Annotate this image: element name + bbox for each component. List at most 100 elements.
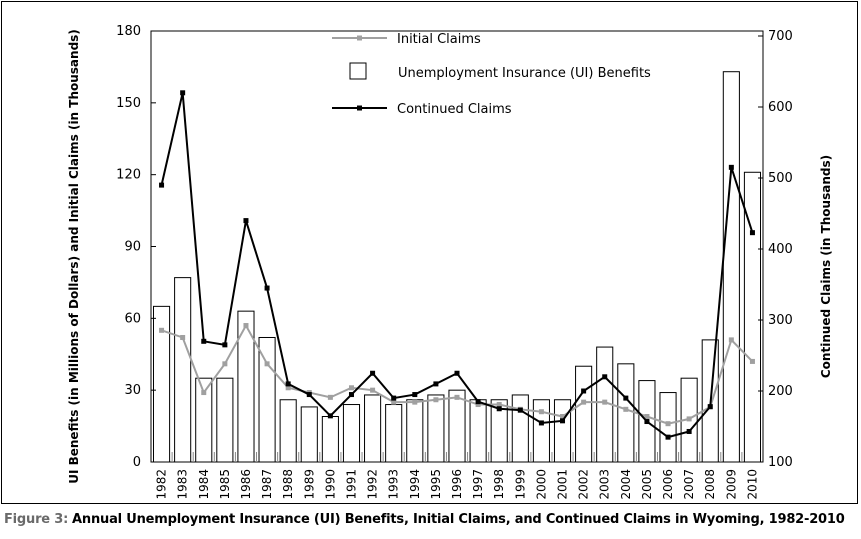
bar-ui-benefits-2001 [553, 399, 572, 463]
right-axis-tick-label: 300 [768, 313, 793, 328]
point-continued-claims-1999 [517, 407, 523, 413]
left-axis-tick-label: 60 [124, 311, 141, 326]
point-initial-claims-1991 [348, 385, 354, 391]
x-tick-label-2005: 2005 [640, 469, 654, 500]
point-continued-claims-2010 [749, 230, 755, 236]
point-continued-claims-2006 [665, 434, 671, 440]
point-initial-claims-2004 [623, 406, 629, 412]
x-tick-label-2007: 2007 [682, 469, 696, 500]
right-axis-tick-label: 600 [768, 100, 793, 115]
x-tick-label-1999: 1999 [513, 469, 527, 500]
x-tick-label-1992: 1992 [366, 469, 380, 500]
bar-ui-benefits-2004 [617, 363, 635, 463]
right-axis-tick-label: 500 [768, 171, 793, 186]
x-tick-label-2003: 2003 [598, 469, 612, 500]
point-continued-claims-2003 [602, 374, 608, 380]
bar-ui-benefits-2000 [532, 399, 550, 463]
point-continued-claims-1996 [454, 370, 460, 376]
bar-ui-benefits-1984 [195, 377, 213, 463]
point-continued-claims-2001 [560, 418, 566, 424]
x-tick-label-1986: 1986 [239, 469, 253, 500]
left-axis-tick-label: 90 [124, 240, 141, 255]
x-tick-label-1993: 1993 [387, 469, 401, 500]
bar-ui-benefits-1982 [153, 305, 171, 463]
point-initial-claims-2000 [538, 409, 544, 415]
bar-ui-benefits-1990 [321, 416, 339, 463]
point-initial-claims-2002 [581, 399, 587, 405]
point-initial-claims-1982 [159, 327, 165, 333]
x-tick-label-2009: 2009 [724, 469, 738, 500]
point-initial-claims-1986 [243, 323, 249, 329]
x-tick-label-2008: 2008 [703, 469, 717, 500]
point-continued-claims-1991 [348, 392, 354, 398]
point-continued-claims-1984 [201, 338, 207, 344]
point-initial-claims-1995 [433, 397, 439, 403]
bar-ui-benefits-1999 [511, 394, 529, 463]
point-initial-claims-1990 [327, 394, 333, 400]
bar-ui-benefits-1993 [385, 404, 403, 463]
legend-ui-benefits-swatch [349, 62, 367, 80]
bar-ui-benefits-1988 [279, 399, 297, 463]
point-initial-claims-1992 [370, 387, 376, 393]
point-initial-claims-2003 [602, 399, 608, 405]
point-initial-claims-1984 [201, 390, 207, 396]
point-continued-claims-1986 [243, 218, 249, 224]
bar-ui-benefits-2009 [722, 71, 740, 463]
x-tick-label-1983: 1983 [176, 469, 190, 500]
left-axis-title: UI Benefits (in Millions of Dollars) and… [67, 29, 81, 484]
point-continued-claims-1997 [475, 399, 481, 405]
point-initial-claims-1987 [264, 361, 270, 367]
x-tick-label-1990: 1990 [323, 469, 337, 500]
point-continued-claims-2007 [686, 428, 692, 434]
x-tick-label-2010: 2010 [745, 469, 759, 500]
legend-ui-benefits-label: Unemployment Insurance (UI) Benefits [398, 66, 651, 81]
left-axis-tick-label: 150 [116, 96, 141, 111]
point-continued-claims-2002 [581, 388, 587, 394]
bar-ui-benefits-1997 [469, 399, 487, 463]
x-tick-label-1987: 1987 [260, 469, 274, 500]
bar-ui-benefits-1992 [364, 394, 382, 463]
x-tick-label-1982: 1982 [155, 469, 169, 500]
point-initial-claims-2009 [728, 337, 734, 343]
bar-ui-benefits-1985 [216, 377, 234, 463]
point-continued-claims-1992 [370, 370, 376, 376]
point-continued-claims-1985 [222, 342, 228, 348]
x-tick-label-2004: 2004 [619, 469, 633, 500]
bar-ui-benefits-1989 [300, 406, 318, 463]
legend-initial-claims-marker [357, 35, 362, 41]
x-tick-label-1991: 1991 [344, 469, 358, 500]
combo-chart: 0 30 60 90 120 150 180 100 200 300 400 500 600 700 198… [67, 24, 833, 500]
point-continued-claims-2009 [728, 164, 734, 170]
point-initial-claims-1993 [391, 399, 397, 405]
caption-text: Annual Unemployment Insurance (UI) Benef… [72, 512, 845, 527]
x-tick-label-1996: 1996 [450, 469, 464, 500]
bar-ui-benefits-1983 [174, 277, 192, 463]
point-continued-claims-1987 [264, 285, 270, 291]
right-axis-tick-label: 700 [768, 29, 793, 44]
x-tick-label-1984: 1984 [197, 469, 211, 500]
bar-ui-benefits-1991 [342, 404, 361, 463]
right-axis-tick-label: 400 [768, 242, 793, 257]
bar-ui-benefits-1996 [448, 389, 466, 463]
left-axis-tick-label: 180 [116, 24, 141, 39]
point-initial-claims-1983 [180, 334, 186, 340]
point-initial-claims-1998 [496, 402, 502, 408]
point-initial-claims-2001 [560, 414, 566, 420]
point-continued-claims-1998 [496, 406, 502, 412]
x-tick-label-2001: 2001 [556, 469, 570, 500]
point-initial-claims-1985 [222, 361, 228, 367]
x-tick-label-1994: 1994 [408, 469, 422, 500]
x-tick-label-2006: 2006 [661, 469, 675, 500]
legend-initial-claims-label: Initial Claims [397, 32, 481, 47]
x-tick-label-2002: 2002 [577, 469, 591, 500]
bar-ui-benefits-2002 [575, 365, 593, 463]
point-initial-claims-2007 [686, 416, 692, 422]
point-continued-claims-2005 [644, 419, 650, 425]
point-continued-claims-2000 [538, 420, 544, 426]
bar-ui-benefits-2006 [659, 392, 677, 463]
bar-ui-benefits-1995 [427, 394, 445, 463]
bar-ui-benefits-1986 [237, 310, 255, 463]
figure-frame: 0 30 60 90 120 150 180 100 200 300 400 500 600 700 198… [1, 1, 858, 504]
point-continued-claims-1994 [412, 392, 418, 398]
point-continued-claims-1993 [391, 395, 397, 401]
